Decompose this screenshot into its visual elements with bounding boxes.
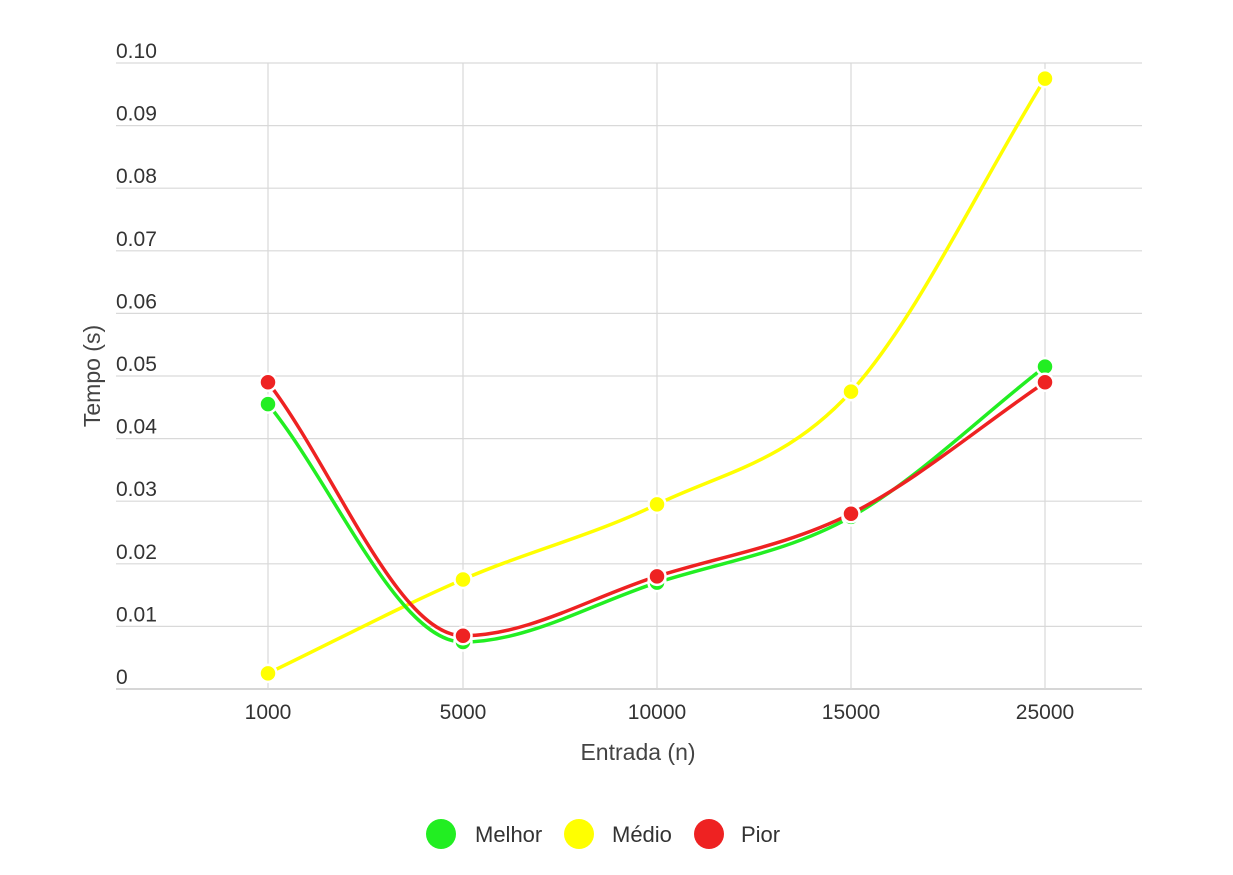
y-tick-label: 0.01 [116, 603, 157, 626]
x-tick-label: 1000 [245, 701, 292, 724]
data-point-melhor[interactable] [258, 394, 278, 414]
y-tick-label: 0.02 [116, 541, 157, 564]
y-tick-label: 0.07 [116, 228, 157, 251]
y-tick-label: 0 [116, 666, 128, 689]
x-axis-ticks: 1000 5000 10000 15000 25000 [245, 701, 1075, 724]
legend-item-pior[interactable]: Pior [694, 819, 780, 849]
legend-marker [694, 819, 724, 849]
data-point-medio[interactable] [453, 569, 473, 590]
x-tick-label: 10000 [628, 701, 686, 724]
data-point-pior[interactable] [841, 503, 861, 524]
y-tick-label: 0.04 [116, 416, 157, 439]
data-point-pior[interactable] [647, 566, 667, 587]
data-point-pior[interactable] [453, 626, 473, 646]
series-line-medio [266, 76, 1047, 676]
data-point-medio[interactable] [258, 663, 278, 684]
legend-label: Pior [741, 822, 780, 847]
data-point-pior[interactable] [1035, 372, 1055, 393]
y-tick-label: 0.03 [116, 478, 157, 501]
data-point-medio[interactable] [841, 381, 861, 402]
legend-label: Melhor [475, 822, 542, 847]
y-axis-ticks: 0 0.01 0.02 0.03 0.04 0.05 0.06 0.07 0.08 0.09 0.1… [116, 40, 157, 689]
legend-marker [564, 819, 594, 849]
y-tick-label: 0.08 [116, 165, 157, 188]
legend: Melhor Médio Pior [426, 819, 780, 849]
x-axis-title: Entrada (n) [580, 739, 695, 765]
y-tick-label: 0.10 [116, 40, 157, 63]
x-tick-label: 5000 [440, 701, 487, 724]
legend-item-melhor[interactable]: Melhor [426, 819, 542, 849]
y-tick-label: 0.09 [116, 103, 157, 126]
data-point-medio[interactable] [647, 494, 667, 515]
legend-item-medio[interactable]: Médio [564, 819, 672, 849]
x-tick-label: 25000 [1016, 701, 1074, 724]
legend-label: Médio [612, 822, 672, 847]
y-axis-title: Tempo (s) [79, 325, 105, 427]
data-point-medio[interactable] [1035, 68, 1055, 89]
x-tick-label: 15000 [822, 701, 880, 724]
data-point-pior[interactable] [258, 372, 278, 393]
legend-marker [426, 819, 456, 849]
y-tick-label: 0.06 [116, 290, 157, 313]
y-tick-label: 0.05 [116, 353, 157, 376]
series-points [258, 68, 1055, 684]
